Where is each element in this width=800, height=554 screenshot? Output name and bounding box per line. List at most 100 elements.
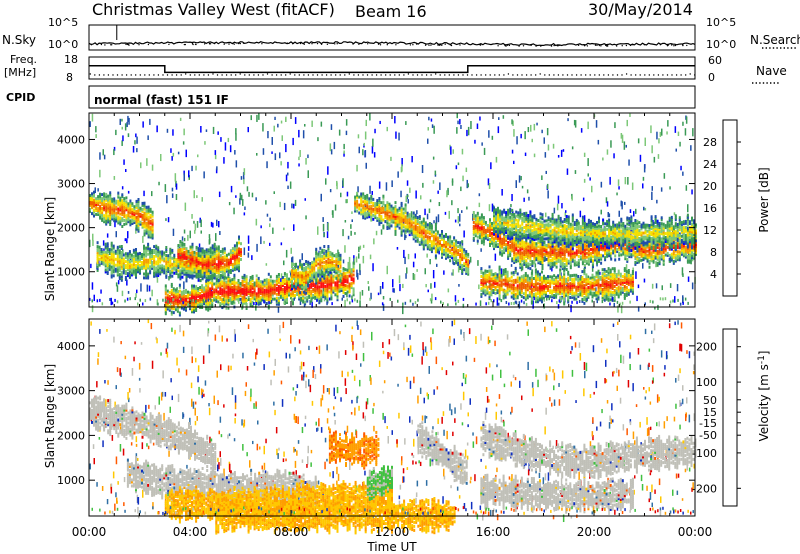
power-speckle xyxy=(433,220,435,224)
power-cell xyxy=(103,218,106,222)
power-speckle xyxy=(457,162,460,166)
power-cell xyxy=(436,250,439,254)
power-cell xyxy=(237,283,240,286)
nave-point xyxy=(457,74,460,76)
power-cell xyxy=(135,219,138,223)
power-cell xyxy=(197,304,200,308)
power-cell xyxy=(159,250,162,254)
power-cell xyxy=(461,240,464,244)
power-speckle xyxy=(443,270,445,275)
power-cell xyxy=(199,275,202,279)
power-cell xyxy=(179,247,182,251)
power-cell xyxy=(235,285,238,289)
power-cell xyxy=(135,273,137,277)
power-speckle xyxy=(518,175,521,183)
power-cell xyxy=(330,297,333,301)
power-cell xyxy=(116,259,119,263)
power-cell xyxy=(320,289,323,293)
power-cell xyxy=(111,201,114,205)
power-speckle xyxy=(430,299,433,304)
power-speckle xyxy=(269,217,271,222)
power-cell xyxy=(321,264,324,268)
power-speckle xyxy=(140,162,142,169)
power-cell xyxy=(517,255,520,259)
power-cell xyxy=(436,248,439,252)
power-speckle xyxy=(460,186,462,192)
power-cell xyxy=(404,231,407,235)
nsearch-point xyxy=(518,45,520,47)
power-cell xyxy=(117,217,120,221)
power-cell xyxy=(128,254,131,258)
power-cell xyxy=(295,272,297,276)
power-cell xyxy=(187,253,190,257)
power-cell xyxy=(426,243,429,247)
power-cell xyxy=(299,277,302,281)
power-cell xyxy=(332,278,335,282)
power-cell xyxy=(330,273,333,277)
power-cell xyxy=(243,275,246,279)
power-cell xyxy=(378,203,381,206)
power-speckle xyxy=(325,178,327,185)
power-cell xyxy=(461,250,464,254)
power-cell xyxy=(139,255,141,259)
power-cell xyxy=(426,241,429,245)
power-cell xyxy=(105,218,108,222)
power-cell xyxy=(521,259,524,263)
nave-point xyxy=(116,74,119,76)
power-cell xyxy=(197,249,200,253)
power-cell xyxy=(205,276,208,279)
power-cell xyxy=(344,274,347,278)
power-cell xyxy=(123,197,126,201)
power-cell xyxy=(177,244,180,247)
power-cell xyxy=(124,260,127,264)
power-cell xyxy=(529,267,532,271)
power-cell xyxy=(370,200,373,204)
power-cell xyxy=(93,200,95,204)
power-speckle xyxy=(656,131,658,140)
nave-point xyxy=(107,74,110,76)
power-cell xyxy=(106,256,109,260)
power-cell xyxy=(132,272,135,276)
power-cell xyxy=(291,263,293,267)
power-cell xyxy=(286,279,288,283)
power-cell xyxy=(465,256,468,260)
power-speckle xyxy=(547,144,550,151)
power-cell xyxy=(261,292,264,296)
power-cell xyxy=(364,214,367,218)
nave-point xyxy=(221,74,223,76)
power-speckle xyxy=(571,196,573,201)
power-cell xyxy=(312,294,315,297)
power-cell xyxy=(296,293,299,296)
power-cell xyxy=(147,248,150,252)
power-cell xyxy=(302,300,305,304)
nave-point xyxy=(321,74,323,76)
power-cell xyxy=(482,218,485,222)
power-cell xyxy=(263,282,266,286)
power-cell xyxy=(131,214,134,218)
power-cell xyxy=(132,250,135,254)
cpid-value: normal (fast) 151 IF xyxy=(94,93,229,107)
power-cell xyxy=(104,252,107,256)
power-cell xyxy=(201,266,204,270)
power-cell xyxy=(386,207,389,211)
power-cell xyxy=(527,250,530,254)
power-cell xyxy=(323,274,326,278)
power-cell xyxy=(179,277,182,281)
power-cell xyxy=(219,280,222,284)
power-cell xyxy=(312,284,315,287)
power-cell xyxy=(335,257,338,260)
power-cell xyxy=(105,192,108,196)
nsearch-point xyxy=(441,44,443,46)
power-cell xyxy=(316,284,319,288)
power-cell xyxy=(145,209,148,213)
power-speckle xyxy=(285,144,287,153)
power-cell xyxy=(382,208,385,212)
power-cell xyxy=(277,273,280,276)
power-cell xyxy=(447,237,449,241)
power-cell xyxy=(145,272,148,276)
power-cell xyxy=(207,284,210,288)
power-cell xyxy=(225,300,228,304)
power-cell xyxy=(279,283,282,287)
nsearch-point xyxy=(292,42,295,44)
power-cell xyxy=(372,209,375,213)
